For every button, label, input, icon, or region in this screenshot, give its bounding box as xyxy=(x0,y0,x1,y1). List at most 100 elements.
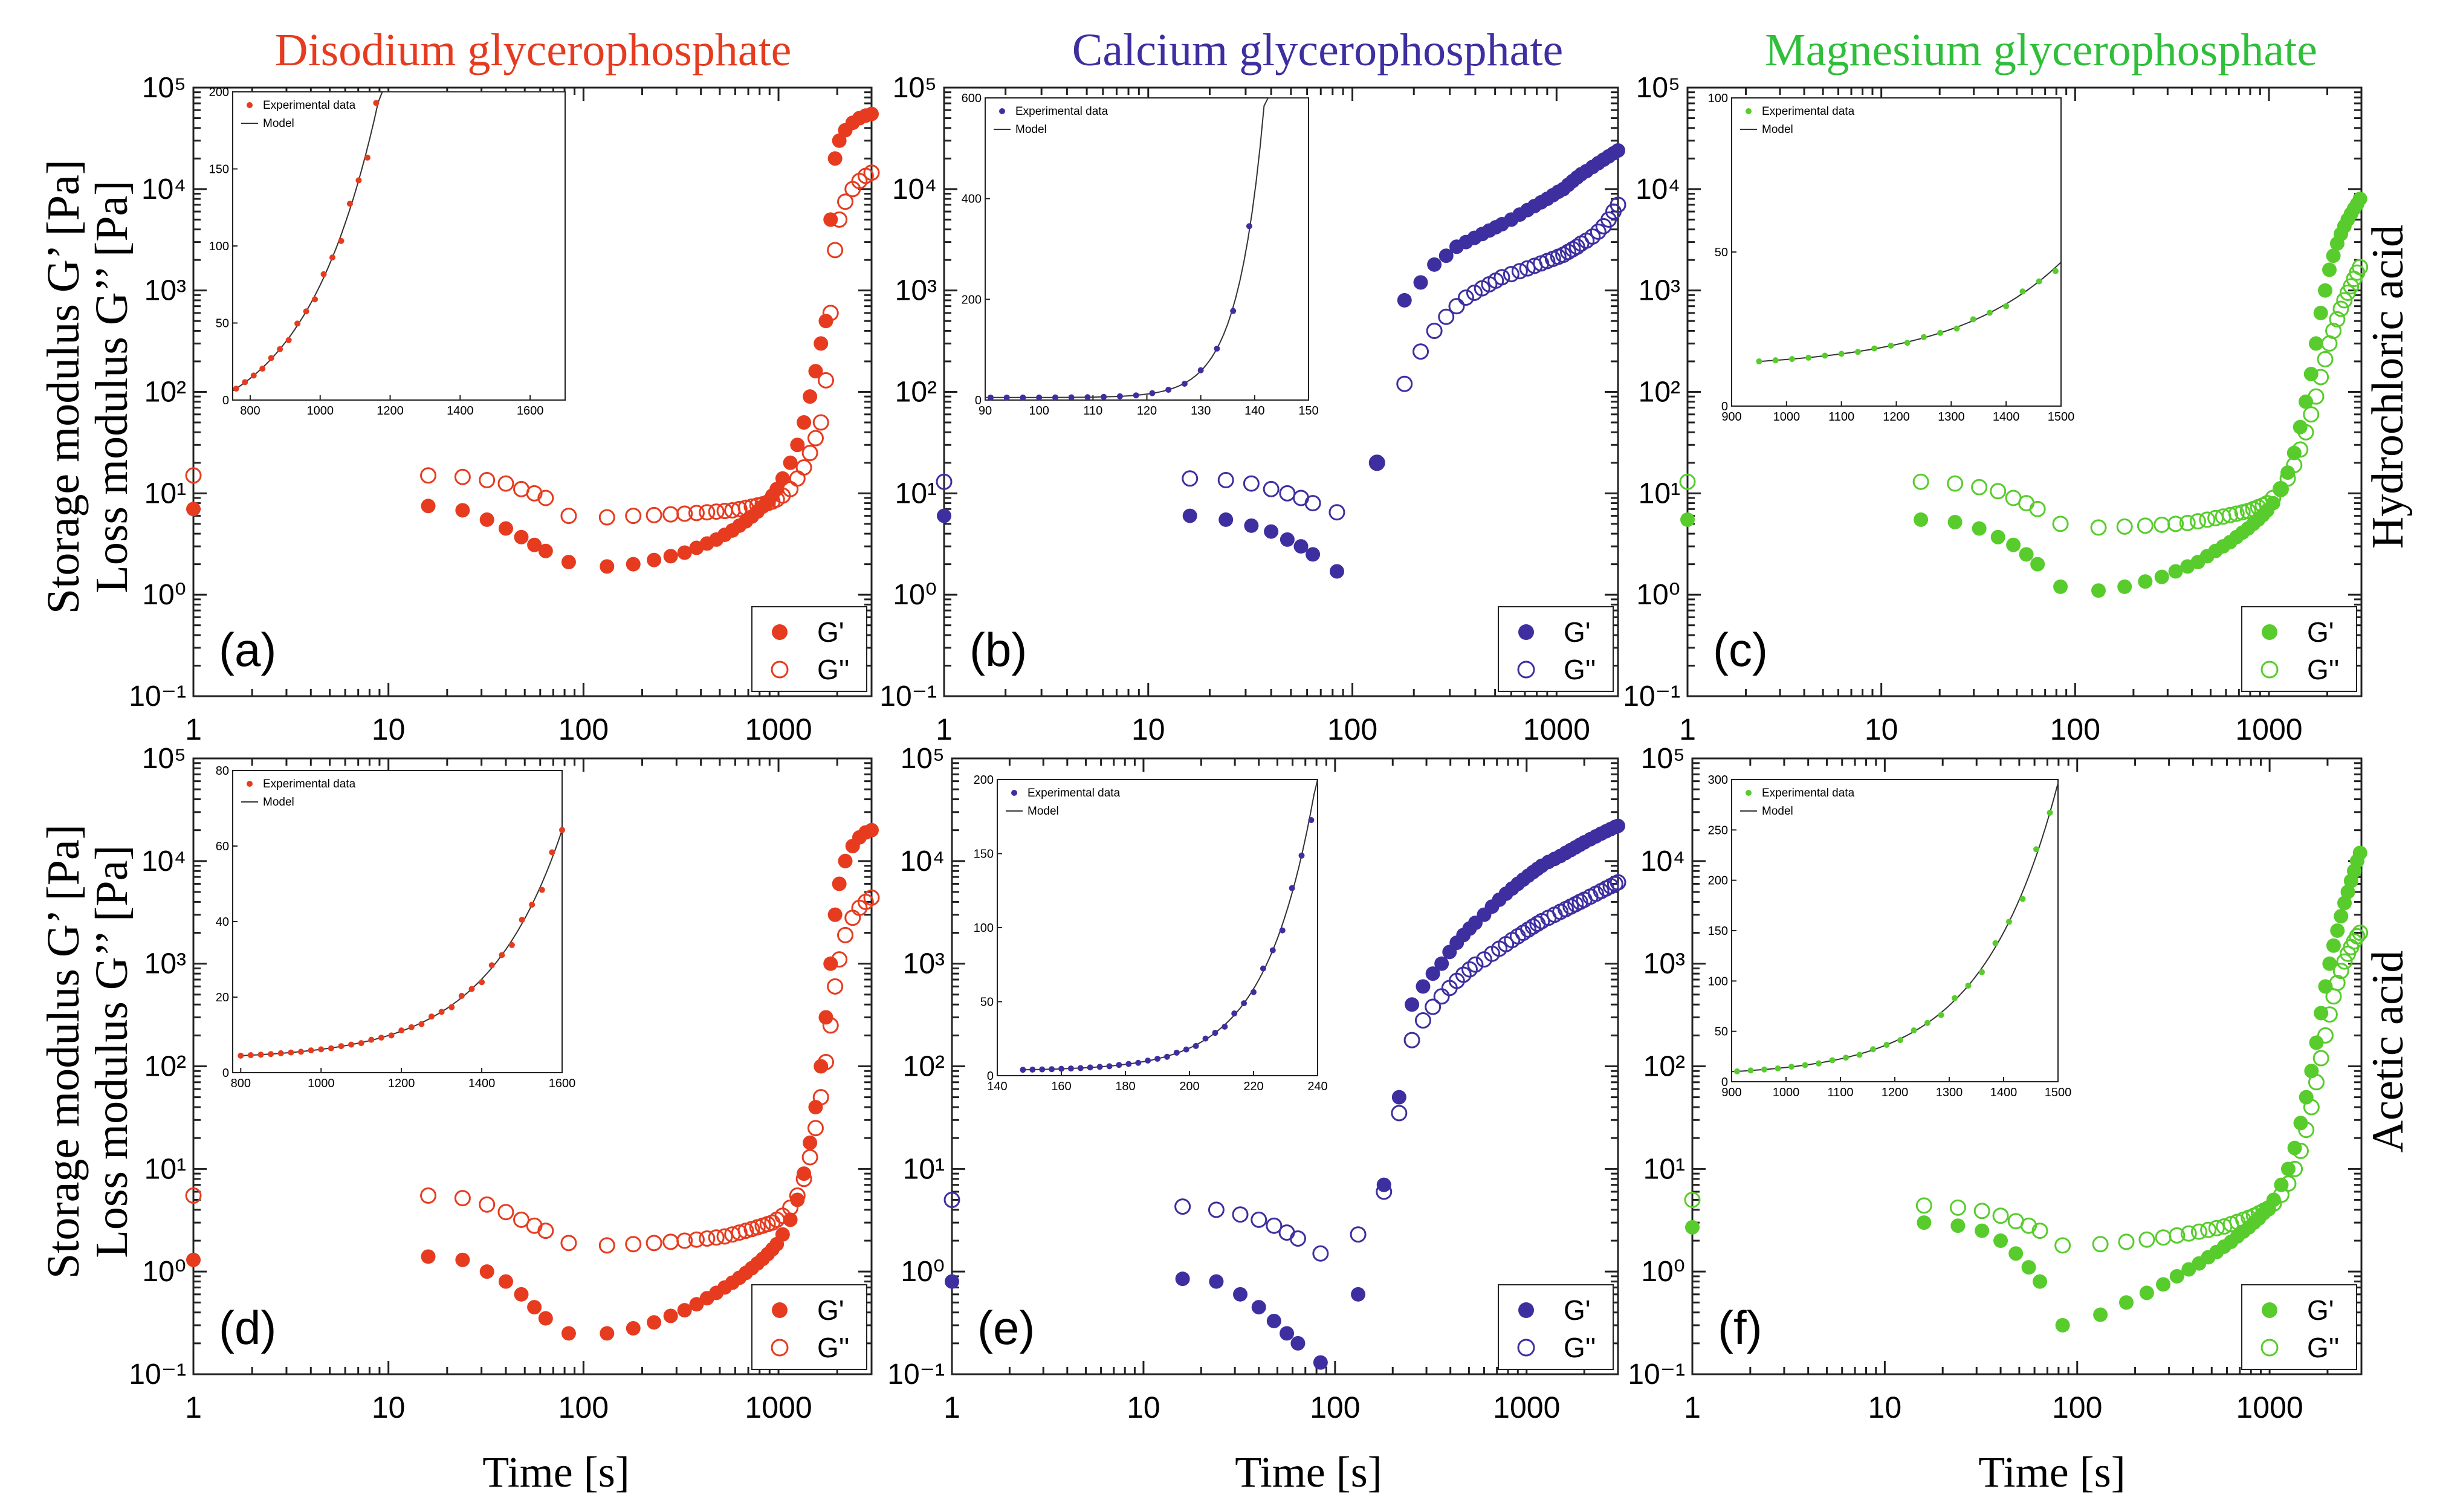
data-point-g-double-prime xyxy=(2208,1220,2225,1236)
data-point-g-double-prime xyxy=(1915,1197,1932,1214)
inset-x-tick-label: 1600 xyxy=(549,1077,576,1090)
inset-data-point xyxy=(1289,885,1295,891)
inset-x-tick-label: 1200 xyxy=(388,1077,415,1090)
data-point-g-double-prime xyxy=(497,1204,514,1221)
data-point-g-prime xyxy=(2169,1268,2184,1284)
inset-data-point xyxy=(1135,1059,1142,1066)
data-point-g-double-prime xyxy=(801,445,818,462)
inset-data-point xyxy=(1843,1055,1849,1061)
inset-x-tick-label: 160 xyxy=(1051,1080,1071,1093)
y-tick-label: 10⁰ xyxy=(142,1256,186,1288)
y-tick-label: 10² xyxy=(895,376,937,409)
data-point-g-prime xyxy=(538,543,553,558)
legend-marker-g-double-prime xyxy=(2260,1339,2279,1357)
data-point-g-double-prime xyxy=(2167,515,2184,532)
inset-data-point xyxy=(2036,278,2042,285)
y-tick-label: 10⁻¹ xyxy=(887,1359,945,1391)
data-point-g-double-prime xyxy=(1263,480,1280,497)
inset-data-point xyxy=(1101,393,1107,400)
y-tick-label: 10⁴ xyxy=(141,173,186,205)
inset-legend-marker-data xyxy=(247,102,253,108)
inset-data-point xyxy=(1822,352,1828,359)
y-tick-label: 10¹ xyxy=(1639,477,1680,509)
data-point-g-prime xyxy=(689,1297,704,1312)
data-point-g-double-prime xyxy=(1350,1226,1367,1243)
data-point-g-prime xyxy=(663,1308,678,1323)
y-tick-label: 10⁻¹ xyxy=(1628,1359,1685,1391)
inset-data-point xyxy=(1775,1065,1781,1071)
data-point-g-double-prime xyxy=(708,503,725,520)
data-point-g-double-prime xyxy=(454,1190,471,1207)
inset-x-tick-label: 1200 xyxy=(1882,1086,1909,1099)
data-point-g-prime xyxy=(2033,1274,2048,1289)
data-point-g-prime xyxy=(2266,1192,2281,1207)
data-point-g-double-prime xyxy=(1493,269,1510,286)
data-point-g-double-prime xyxy=(1990,483,2007,500)
data-point-g-double-prime xyxy=(731,1224,748,1241)
data-point-g-prime xyxy=(864,106,879,121)
data-point-g-prime xyxy=(455,1252,470,1267)
data-point-g-double-prime xyxy=(822,1017,839,1034)
data-point-g-prime xyxy=(2352,192,2367,207)
inset-y-tick-label: 20 xyxy=(216,991,229,1004)
inset-x-tick-label: 800 xyxy=(240,404,260,418)
inset-legend-label-data: Experimental data xyxy=(1027,787,1121,800)
x-tick-label: 100 xyxy=(1310,1391,1360,1424)
inset-data-point xyxy=(1938,1012,1944,1018)
data-point-g-double-prime xyxy=(185,467,202,484)
data-point-g-prime xyxy=(647,1315,662,1330)
inset-y-tick-label: 50 xyxy=(1715,246,1728,259)
inset-x-tick-label: 240 xyxy=(1307,1080,1327,1093)
data-point-g-prime xyxy=(1950,1218,1966,1233)
data-point-g-double-prime xyxy=(2031,1223,2048,1239)
data-point-g-double-prime xyxy=(1266,1217,1283,1234)
inset-data-point xyxy=(2003,303,2010,309)
legend-marker-g-prime xyxy=(2262,1302,2277,1318)
data-point-g-double-prime xyxy=(708,1229,725,1246)
data-point-g-double-prime xyxy=(699,1230,716,1247)
data-point-g-prime xyxy=(1425,966,1440,981)
inset-chart: 900 1000 1100 1200 1300 1400 1500 0 50 100 150 200 2… xyxy=(1708,774,2072,1099)
data-point-g-prime xyxy=(186,502,201,517)
x-tick-label: 10 xyxy=(1127,1391,1160,1424)
inset-y-tick-label: 100 xyxy=(974,922,994,935)
data-point-g-prime xyxy=(1685,1220,1700,1235)
data-point-g-prime xyxy=(2119,1295,2134,1310)
inset-data-point xyxy=(320,271,327,277)
inset-data-point xyxy=(1084,394,1091,401)
data-point-g-prime xyxy=(1972,521,1987,536)
data-point-g-double-prime xyxy=(2018,495,2035,512)
data-point-g-double-prime xyxy=(1328,504,1345,521)
inset-data-point xyxy=(1829,1057,1836,1064)
inset-data-point xyxy=(277,346,283,352)
data-point-g-double-prime xyxy=(2169,1227,2186,1244)
data-point-g-prime xyxy=(677,545,692,560)
data-point-g-double-prime xyxy=(1208,1201,1225,1218)
inset-data-point xyxy=(1747,1067,1754,1074)
inset-data-point xyxy=(2006,919,2012,925)
inset-data-point xyxy=(2033,846,2039,853)
data-point-g-double-prime xyxy=(1243,475,1260,492)
legend-marker-g-double-prime xyxy=(1517,661,1535,679)
y-tick-label: 10³ xyxy=(1639,275,1680,307)
legend-marker-g-prime xyxy=(772,1302,788,1318)
series-g-double-prime xyxy=(1679,259,2369,536)
x-tick-label: 10 xyxy=(372,1391,406,1424)
inset-data-point xyxy=(1816,1060,1822,1067)
inset-legend-marker-data xyxy=(1746,108,1752,114)
x-tick-label: 1 xyxy=(185,712,202,746)
inset-data-point xyxy=(1260,965,1266,972)
data-point-g-prime xyxy=(1993,1233,2008,1249)
data-point-g-double-prime xyxy=(2199,511,2216,528)
data-point-g-double-prime xyxy=(1368,454,1385,471)
inset-data-point xyxy=(285,337,292,343)
inset-data-point xyxy=(358,1040,364,1047)
inset-x-tick-label: 1400 xyxy=(468,1077,496,1090)
data-point-g-prime xyxy=(2293,1116,2308,1131)
inset-data-point xyxy=(1192,1042,1199,1049)
inset-data-point xyxy=(559,827,565,833)
data-point-g-double-prime xyxy=(2280,1175,2297,1192)
data-point-g-double-prime xyxy=(1396,375,1413,392)
inset-data-point xyxy=(288,1049,294,1056)
